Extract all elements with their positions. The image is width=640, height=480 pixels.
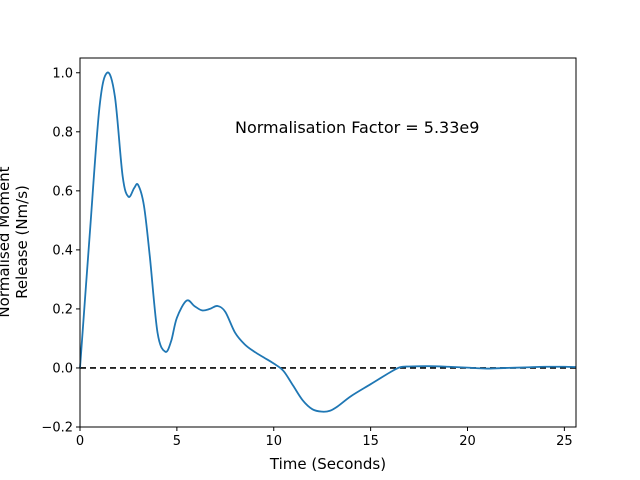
x-tick-label: 5 [173,434,181,449]
normalisation-annotation: Normalisation Factor = 5.33e9 [235,118,479,137]
x-tick-label: 0 [76,434,84,449]
y-tick-label: 0.8 [52,125,73,140]
series-line-0 [79,71,577,413]
y-tick-label: 1.0 [52,66,73,81]
x-tick-label: 20 [459,434,476,449]
y-tick-label: 0.2 [52,302,73,317]
y-tick-label: 0.0 [52,361,73,376]
x-tick-label: 25 [556,434,573,449]
y-tick-label: 0.6 [52,184,73,199]
axes-frame [79,57,577,428]
plot-area [79,71,577,413]
y-axis-label-line-2: Release (Nm/s) [13,185,31,299]
y-tick-label: −0.2 [41,421,73,436]
y-axis-label-line-1: Normalised Moment [0,166,13,317]
x-tick-label: 15 [362,434,379,449]
x-tick-label: 10 [265,434,282,449]
y-tick-label: 0.4 [52,243,73,258]
axis-ticks: 0 5 10 15 20 25 −0.2 0.0 0.2 0.4 0.6 0.8 1.0 [41,66,572,449]
x-axis-label: Time (Seconds) [269,455,386,473]
